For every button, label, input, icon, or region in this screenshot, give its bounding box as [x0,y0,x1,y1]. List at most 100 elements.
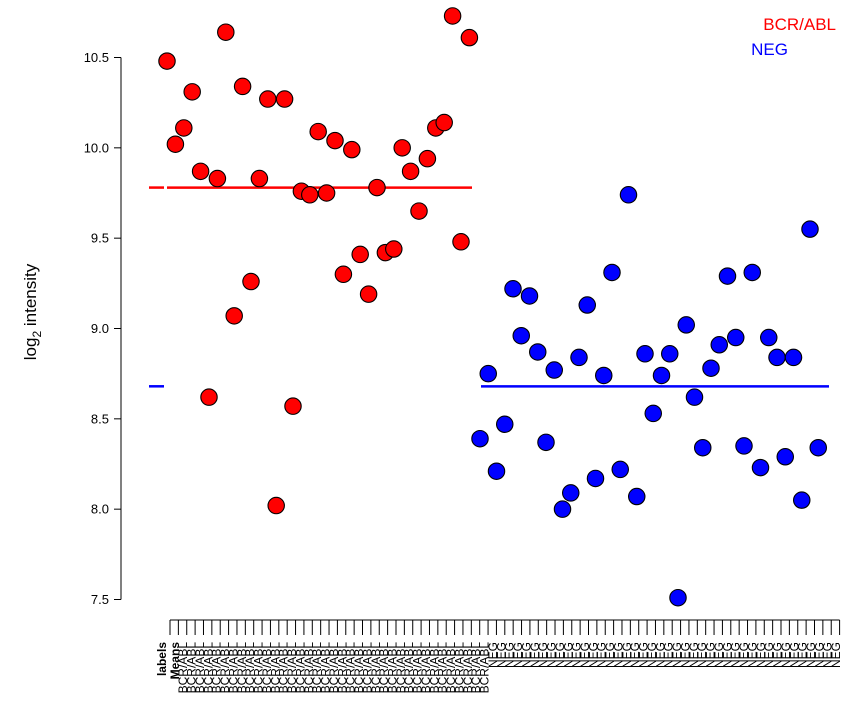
x-tick-label: BCR/ABL [444,642,458,694]
x-tick-label: BCR/ABL [402,642,416,694]
x-tick-label: NEG [628,642,642,668]
x-tick-label: BCR/ABL [277,642,291,694]
data-point [545,361,563,379]
data-point [759,328,778,347]
x-tick-label: BCR/ABL [218,642,232,694]
x-tick-label: NEG [611,642,625,668]
data-point [504,280,522,298]
data-point [191,162,210,181]
data-point [636,345,654,363]
x-tick-label: BCR/ABL [377,642,391,694]
x-tick-label: NEG [670,642,684,668]
x-tick-label: NEG [762,642,776,668]
x-tick-label: NEG [645,642,659,668]
data-point [200,388,218,406]
data-point [644,404,662,423]
data-point [158,52,176,70]
data-point [217,23,235,41]
data-point [225,307,243,325]
data-point [385,240,403,258]
x-tick-label: NEG [586,642,600,668]
x-tick-label: NEG [536,642,550,668]
x-tick-label: BCR/ABL [268,642,282,694]
data-point [471,429,489,448]
x-tick-label: NEG [545,642,559,668]
x-tick-label: BCR/ABL [352,642,366,694]
x-tick-label: NEG [553,642,567,668]
y-axis: 7.5 8.0 8.5 9.0 9.5 10.0 10.5 [84,50,122,607]
x-tick-label: NEG [595,642,609,668]
x-tick-label: NEG [745,642,759,668]
y-tick-label: 9.5 [91,231,109,246]
data-point [418,149,437,168]
mean-lines [149,186,829,388]
x-tick-label: BCR/ABL [293,642,307,694]
x-tick-label: NEG [637,642,651,668]
x-tick-label: NEG [662,642,676,668]
data-point [309,122,327,141]
x-tick-label: BCR/ABL [201,642,215,694]
data-point [401,162,420,181]
data-point [768,348,786,367]
x-tick-label: BCR/ABL [452,642,466,694]
data-point [435,113,453,132]
x-tick-label: BCR/ABL [252,642,266,694]
x-tick-label: NEG [737,642,751,668]
data-point [718,267,737,285]
x-tick-label: BCR/ABL [360,642,374,694]
x-tick-label: BCR/ABL [226,642,240,694]
data-point [242,272,260,291]
x-tick-label: NEG [804,642,818,668]
x-tick-label: NEG [511,642,525,668]
data-point [726,328,745,347]
data-point [570,348,588,367]
data-point [710,336,728,354]
x-tick-label: NEG [494,642,508,668]
data-point [175,119,193,137]
data-point [801,220,819,238]
data-point [334,265,353,284]
x-tick-label: NEG [729,642,743,668]
x-tick-label: NEG [779,642,793,668]
data-point [652,366,671,385]
x-tick-label: NEG [829,642,843,668]
x-tick-label: NEG [704,642,718,668]
data-point [603,263,621,282]
data-point [693,438,712,457]
x-tick-label: BCR/ABL [385,642,399,694]
data-point [677,316,695,334]
data-point [594,366,613,385]
x-tick-label: BCR/ABL [310,642,324,694]
x-tick-label: NEG [603,642,617,668]
data-point [317,184,336,202]
x-tick-label: NEG [771,642,785,668]
x-tick-label: NEG [720,642,734,668]
x-tick-label: BCR/ABL [394,642,408,694]
x-tick-label: NEG [620,642,634,668]
data-point [275,90,294,108]
data-point [460,28,479,47]
data-point [660,345,679,363]
data-point [553,500,572,518]
x-tick-label: NEG [570,642,584,668]
x-tick-label: BCR/ABL [176,642,190,694]
data-point [208,169,227,188]
data-points [158,7,827,607]
data-point [619,186,638,204]
x-tick-label: Means [168,642,182,680]
data-point [233,77,252,96]
x-tick-label: BCR/ABL [369,642,383,694]
x-axis: labelsMeansBCR/ABLBCR/ABLBCR/ABLBCR/ABLB… [155,619,843,694]
data-point [452,233,470,251]
x-tick-label: BCR/ABL [411,642,425,694]
y-tick-label: 10.0 [84,140,109,155]
x-tick-label: NEG [561,642,575,668]
data-point [611,460,629,479]
x-tick-label: BCR/ABL [260,642,274,694]
data-point [284,397,302,415]
data-point [561,484,580,502]
data-point [343,140,361,159]
data-point [443,7,462,25]
x-tick-label: NEG [528,642,542,668]
